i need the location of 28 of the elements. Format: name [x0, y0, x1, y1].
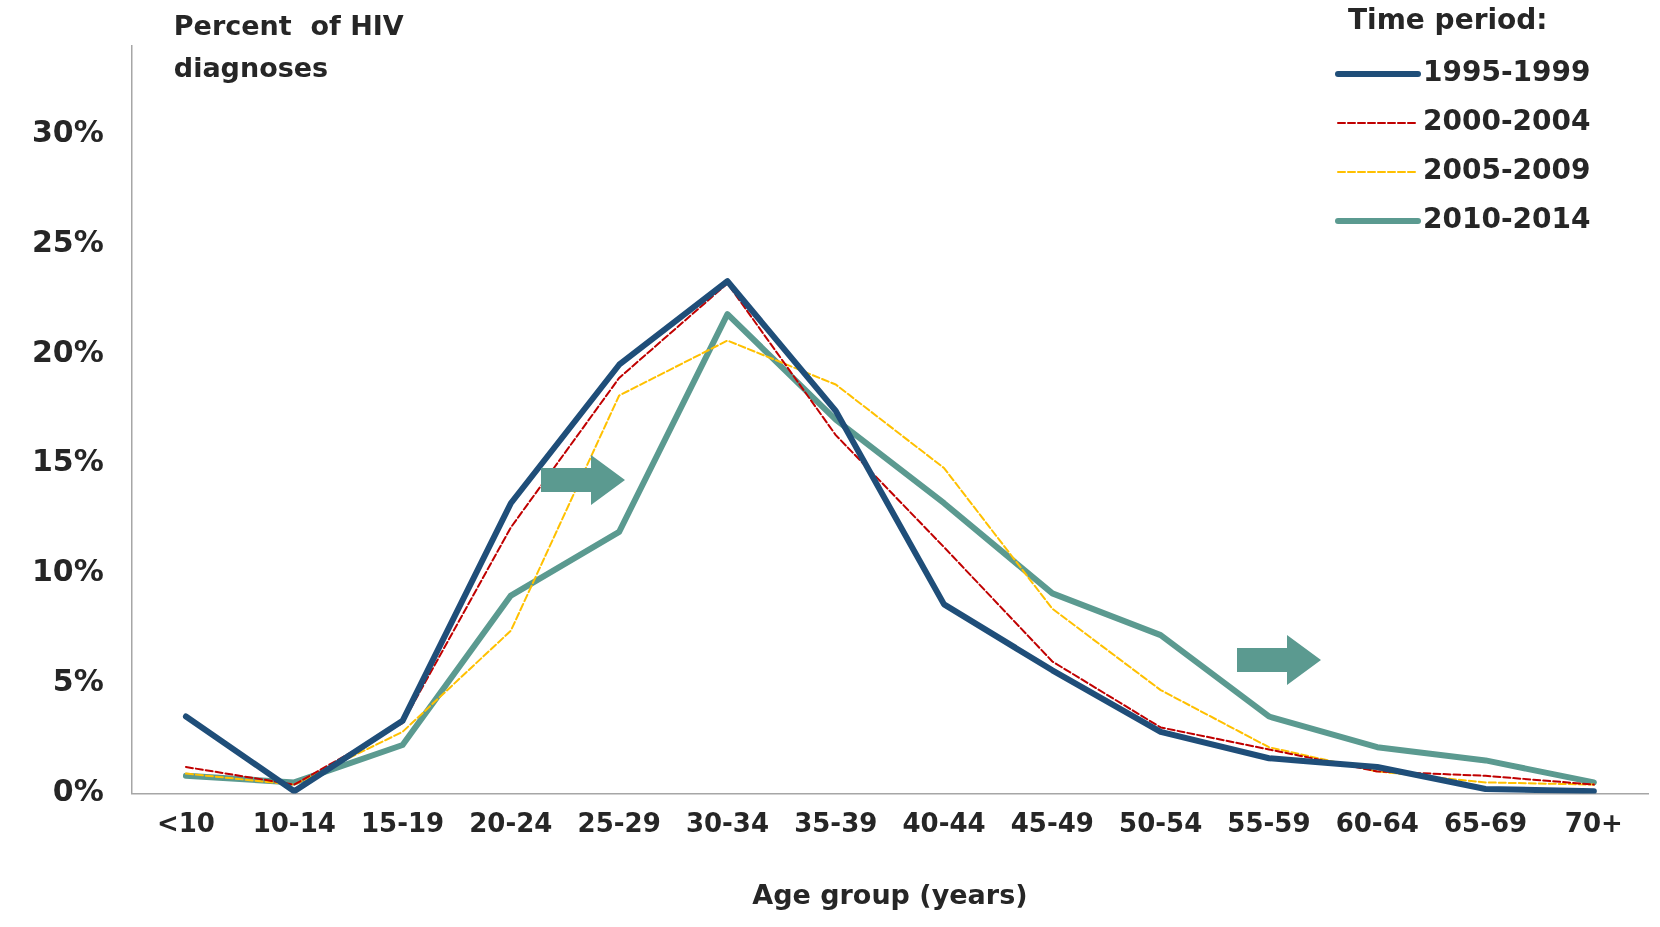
x-tick-label: 70+	[1564, 807, 1623, 838]
x-tick-label: 60-64	[1335, 807, 1419, 838]
y-tick-label: 15%	[31, 443, 104, 479]
legend-title: Time period:	[1348, 3, 1548, 37]
legend-label: 2005-2009	[1423, 153, 1591, 187]
y-tick-label: 5%	[52, 663, 104, 699]
x-tick-label: 15-19	[360, 807, 445, 838]
x-tick-label: 30-34	[685, 807, 770, 838]
legend-label: 1995-1999	[1423, 55, 1591, 89]
y-axis-title: Percent of HIV diagnoses	[173, 9, 404, 83]
x-tick-label: 35-39	[794, 807, 878, 838]
legend-label: 2000-2004	[1423, 104, 1591, 138]
x-tick-label: 25-29	[577, 807, 661, 838]
x-tick-label: 20-24	[469, 807, 553, 838]
x-axis-title: Age group (years)	[752, 878, 1028, 910]
x-tick-label: 40-44	[902, 807, 986, 838]
y-tick-label: 30%	[31, 113, 104, 149]
x-tick-label: 45-49	[1010, 807, 1094, 838]
x-tick-label: <10	[156, 807, 215, 838]
x-tick-label: 10-14	[252, 807, 336, 838]
y-tick-label: 25%	[31, 223, 104, 259]
y-tick-label: 20%	[31, 333, 104, 369]
x-tick-label: 55-59	[1227, 807, 1311, 838]
y-tick-label: 0%	[52, 773, 104, 809]
y-tick-label: 10%	[31, 553, 104, 589]
x-tick-label: 50-54	[1119, 807, 1203, 838]
x-tick-label: 65-69	[1443, 807, 1528, 838]
legend-label: 2010-2014	[1423, 202, 1591, 236]
